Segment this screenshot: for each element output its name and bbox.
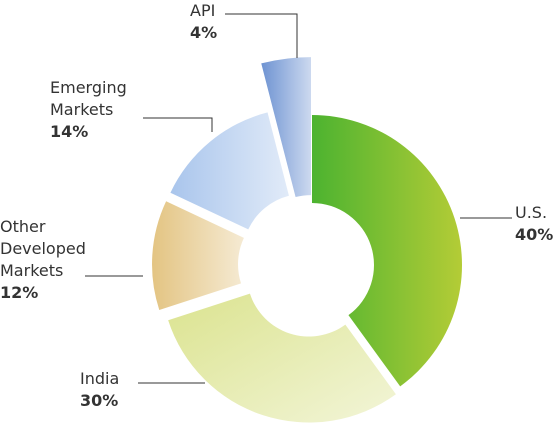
slice bbox=[168, 293, 396, 423]
value-label: 12% bbox=[0, 283, 39, 302]
value-label: 14% bbox=[50, 122, 89, 141]
leader-line bbox=[225, 13, 298, 58]
slice-label: U.S. 40% bbox=[515, 202, 553, 246]
category-label: Other Developed Markets bbox=[0, 217, 86, 280]
category-label: API bbox=[190, 1, 216, 20]
category-label: India bbox=[80, 369, 120, 388]
value-label: 4% bbox=[190, 23, 218, 42]
slice-label: API 4% bbox=[190, 0, 217, 44]
slice bbox=[152, 201, 244, 310]
slice-label: India 30% bbox=[80, 368, 119, 412]
value-label: 30% bbox=[80, 391, 119, 410]
value-label: 40% bbox=[515, 225, 554, 244]
category-label: U.S. bbox=[515, 203, 548, 222]
leader-line bbox=[143, 117, 213, 132]
category-label: Emerging Markets bbox=[50, 78, 127, 119]
slice bbox=[312, 115, 462, 387]
slice bbox=[170, 112, 289, 230]
slice-label: Emerging Markets 14% bbox=[50, 77, 162, 143]
slice-label: Other Developed Markets 12% bbox=[0, 216, 112, 304]
slice bbox=[261, 57, 311, 198]
